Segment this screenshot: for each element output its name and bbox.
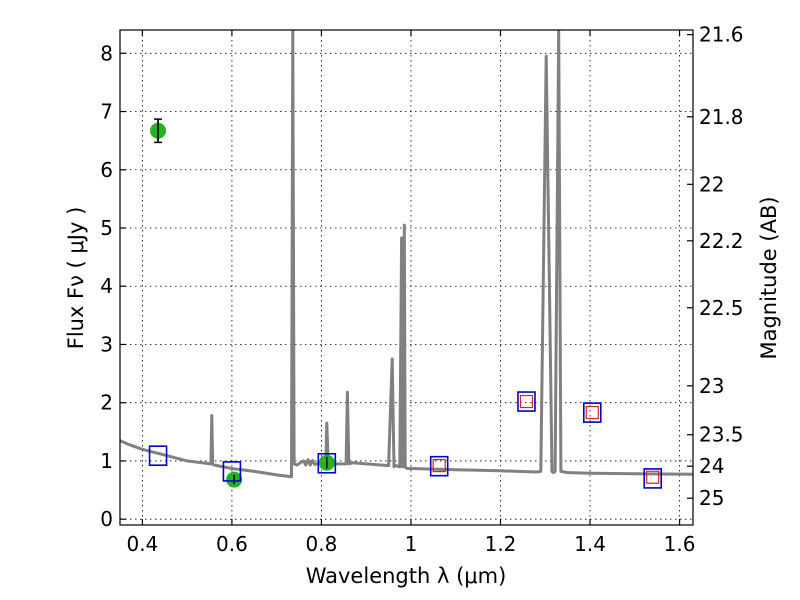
y-tick-label: 7 — [100, 100, 113, 124]
model-band-marker — [429, 455, 449, 477]
model-band-marker — [582, 402, 602, 423]
right-axis-label: Magnitude (AB) — [757, 196, 781, 359]
synthetic-band-marker — [432, 459, 446, 473]
photometry-markers — [148, 118, 663, 489]
y-tick-label: 5 — [100, 216, 113, 240]
y-tick-label: 6 — [100, 158, 113, 182]
x-tick-label: 0.6 — [216, 532, 248, 556]
y-tick-label: 4 — [100, 274, 113, 298]
y-tick-label: 2 — [100, 391, 113, 415]
axis-ticks: 0.4 0.6 0.8 1 1.2 1.4 1.601234567821.621.82222… — [100, 23, 743, 556]
plot-area — [120, 30, 693, 479]
plot-frame — [119, 29, 694, 526]
y-tick-label: 8 — [100, 41, 113, 65]
spectrum-line — [120, 30, 693, 479]
x-tick-label: 0.4 — [126, 532, 158, 556]
x-tick-label: 1.4 — [574, 532, 606, 556]
model-band-marker — [148, 445, 168, 467]
mag-tick-label: 22.2 — [699, 229, 744, 253]
mag-tick-label: 22 — [699, 172, 724, 196]
model-band-marker — [643, 468, 663, 489]
mag-tick-label: 21.8 — [699, 105, 744, 129]
x-tick-label: 1.2 — [485, 532, 517, 556]
y-tick-label: 0 — [100, 507, 113, 531]
synthetic-band-marker — [519, 394, 534, 409]
synthetic-band-marker — [646, 470, 660, 484]
model-band-marker — [517, 391, 536, 412]
model-band-marker — [317, 452, 337, 474]
y-tick-label: 1 — [100, 449, 113, 473]
y-tick-label: 3 — [100, 332, 113, 356]
y-axis-label: Flux Fν ( μJy ) — [64, 207, 88, 350]
mag-tick-label: 23.5 — [699, 423, 744, 447]
mag-tick-label: 22.5 — [699, 296, 744, 320]
mag-tick-label: 21.6 — [699, 23, 744, 47]
x-axis-label: Wavelength λ (μm) — [306, 564, 507, 588]
synthetic-band-marker — [585, 406, 599, 420]
mag-tick-label: 24 — [699, 454, 724, 478]
model-band-marker — [222, 461, 242, 482]
x-tick-label: 0.8 — [306, 532, 338, 556]
mag-tick-label: 25 — [699, 486, 724, 510]
mag-tick-label: 23 — [699, 374, 724, 398]
x-tick-label: 1 — [405, 532, 418, 556]
x-tick-label: 1.6 — [664, 532, 696, 556]
